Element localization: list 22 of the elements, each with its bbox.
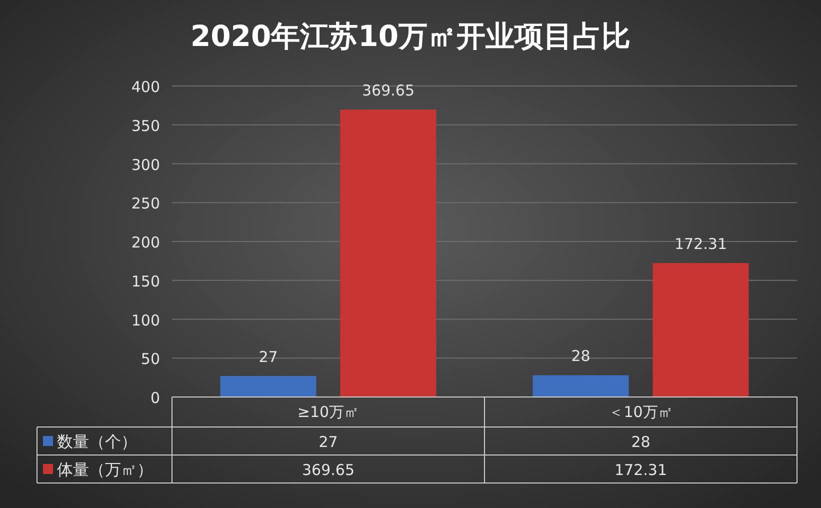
text: 27	[318, 433, 338, 451]
text: 28	[631, 433, 650, 451]
data-label: 369.65	[362, 82, 414, 100]
y-tick-label: 300	[131, 156, 160, 174]
text: 369.65	[302, 461, 354, 479]
title: 2020年江苏10万㎡开业项目占比	[190, 19, 631, 53]
text: 172.31	[614, 461, 667, 479]
y-tick-label: 150	[131, 272, 160, 290]
y-tick-label: 200	[131, 234, 160, 252]
y-tick-label: 250	[131, 194, 160, 213]
x-tick-label: ＜10万㎡	[608, 403, 673, 421]
legend-label: 数量（个）	[57, 432, 137, 451]
y-tick-label: 50	[140, 350, 160, 368]
y-tick-label: 100	[131, 311, 160, 330]
y-tick-label: 350	[131, 116, 160, 135]
y-tick-label: 400	[131, 78, 160, 96]
data-label: 172.31	[674, 235, 727, 254]
y-tick-label: 0	[150, 389, 160, 407]
data-label: 28	[571, 347, 590, 366]
x-tick-label: ≥10万㎡	[297, 403, 360, 421]
data-label: 27	[258, 348, 278, 366]
legend-label: 体量（万㎡）	[57, 460, 153, 479]
